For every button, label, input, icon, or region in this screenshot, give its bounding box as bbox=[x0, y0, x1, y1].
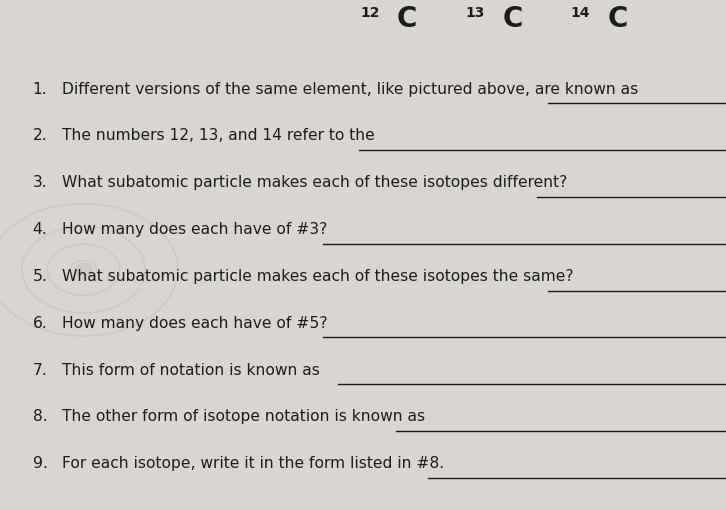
Text: C: C bbox=[502, 5, 523, 33]
Text: The numbers 12, 13, and 14 refer to the: The numbers 12, 13, and 14 refer to the bbox=[62, 128, 375, 144]
Text: 13: 13 bbox=[465, 6, 485, 20]
Text: 1.: 1. bbox=[33, 81, 47, 97]
Text: What subatomic particle makes each of these isotopes different?: What subatomic particle makes each of th… bbox=[62, 175, 567, 190]
Circle shape bbox=[75, 264, 92, 276]
Text: 9.: 9. bbox=[33, 456, 47, 471]
Text: C: C bbox=[397, 5, 417, 33]
Text: 3.: 3. bbox=[33, 175, 47, 190]
Text: For each isotope, write it in the form listed in #8.: For each isotope, write it in the form l… bbox=[62, 456, 444, 471]
Text: What subatomic particle makes each of these isotopes the same?: What subatomic particle makes each of th… bbox=[62, 269, 574, 284]
Text: 7.: 7. bbox=[33, 362, 47, 378]
Text: C: C bbox=[608, 5, 628, 33]
Text: 14: 14 bbox=[571, 6, 590, 20]
Text: Different versions of the same element, like pictured above, are known as: Different versions of the same element, … bbox=[62, 81, 638, 97]
Text: 6.: 6. bbox=[33, 316, 47, 331]
Text: 12: 12 bbox=[360, 6, 380, 20]
Text: 8.: 8. bbox=[33, 409, 47, 425]
Text: How many does each have of #5?: How many does each have of #5? bbox=[62, 316, 327, 331]
Text: The other form of isotope notation is known as: The other form of isotope notation is kn… bbox=[62, 409, 425, 425]
Text: This form of notation is known as: This form of notation is known as bbox=[62, 362, 319, 378]
Text: 2.: 2. bbox=[33, 128, 47, 144]
Text: 5.: 5. bbox=[33, 269, 47, 284]
Text: How many does each have of #3?: How many does each have of #3? bbox=[62, 222, 327, 237]
Text: 4.: 4. bbox=[33, 222, 47, 237]
